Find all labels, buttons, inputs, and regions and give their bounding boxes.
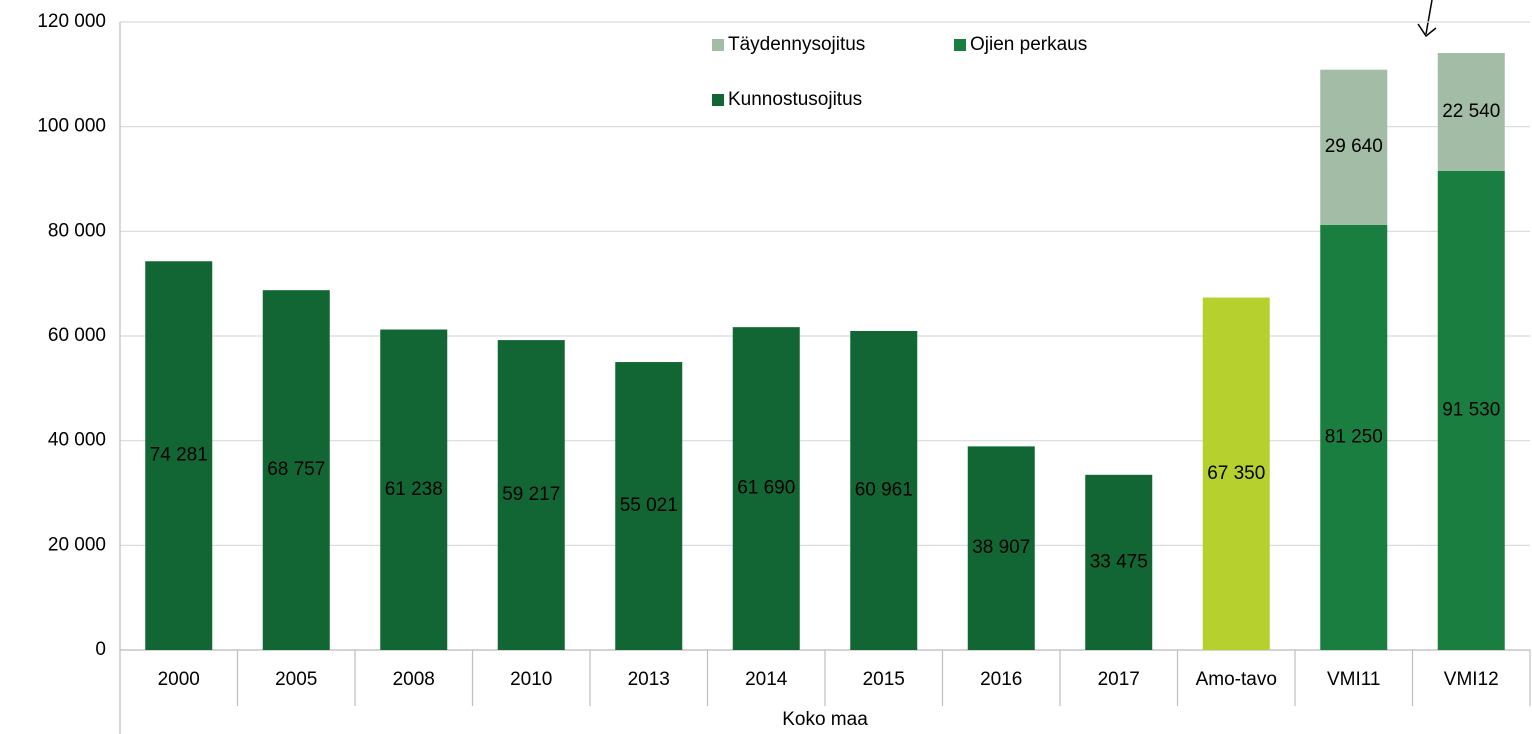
legend-swatch [954,39,966,51]
bar-segment [497,340,565,650]
bar-segment [732,327,800,650]
y-tick-label: 60 000 [48,325,106,346]
y-tick-label: 100 000 [37,116,106,137]
bar-segment [615,362,683,650]
x-tick-label: 2017 [1098,669,1140,690]
x-tick-label: Amo-tavo [1196,669,1277,690]
y-tick-label: 0 [95,639,106,660]
x-tick-label: 2016 [980,669,1022,690]
bar-segment [967,446,1035,650]
x-tick-label: 2008 [393,669,435,690]
legend-swatch [712,39,724,51]
bar-segment [145,261,213,650]
bar-segment [1085,474,1153,650]
x-tick-label: 2015 [863,669,905,690]
data-label: 60 961 [855,480,913,501]
x-tick-label: VMI11 [1327,669,1381,690]
bar-segment [850,330,918,650]
data-label: 33 475 [1090,551,1148,572]
data-label: 91 530 [1442,400,1500,421]
legend-label: Ojien perkaus [970,34,1087,55]
y-tick-label: 80 000 [48,220,106,241]
legend-swatch [712,94,724,106]
data-label: 29 640 [1325,136,1383,157]
bar-segment [1320,69,1388,225]
x-tick-label: 2014 [745,669,788,690]
y-tick-label: 20 000 [48,534,106,555]
bar-segment [1202,297,1270,650]
legend-label: Kunnostusojitus [728,89,862,110]
data-label: 38 907 [972,537,1030,558]
legend-label: Täydennysojitus [728,34,865,55]
data-label: 61 238 [385,479,443,500]
bar-segment [1437,53,1505,171]
x-tick-label: 2013 [628,669,670,690]
bar-segment [1320,224,1388,650]
x-tick-label: 2010 [510,669,552,690]
data-label: 67 350 [1207,463,1265,484]
data-label: 81 250 [1325,426,1383,447]
data-label: 68 757 [267,459,325,480]
x-tick-label: 2000 [158,669,200,690]
bar-segment [1437,170,1505,651]
bar-segment [262,290,330,650]
data-label: 74 281 [150,445,208,466]
x-tick-label: 2005 [275,669,317,690]
data-label: 59 217 [502,484,560,505]
arrow-annotation [1417,0,1437,38]
y-tick-label: 40 000 [48,430,106,451]
data-label: 22 540 [1442,101,1500,122]
data-label: 61 690 [737,478,795,499]
x-axis-label: Koko maa [782,709,868,730]
y-tick-label: 120 000 [37,11,106,32]
bar-segment [380,329,448,650]
data-label: 55 021 [620,495,678,516]
x-tick-label: VMI12 [1444,669,1499,690]
